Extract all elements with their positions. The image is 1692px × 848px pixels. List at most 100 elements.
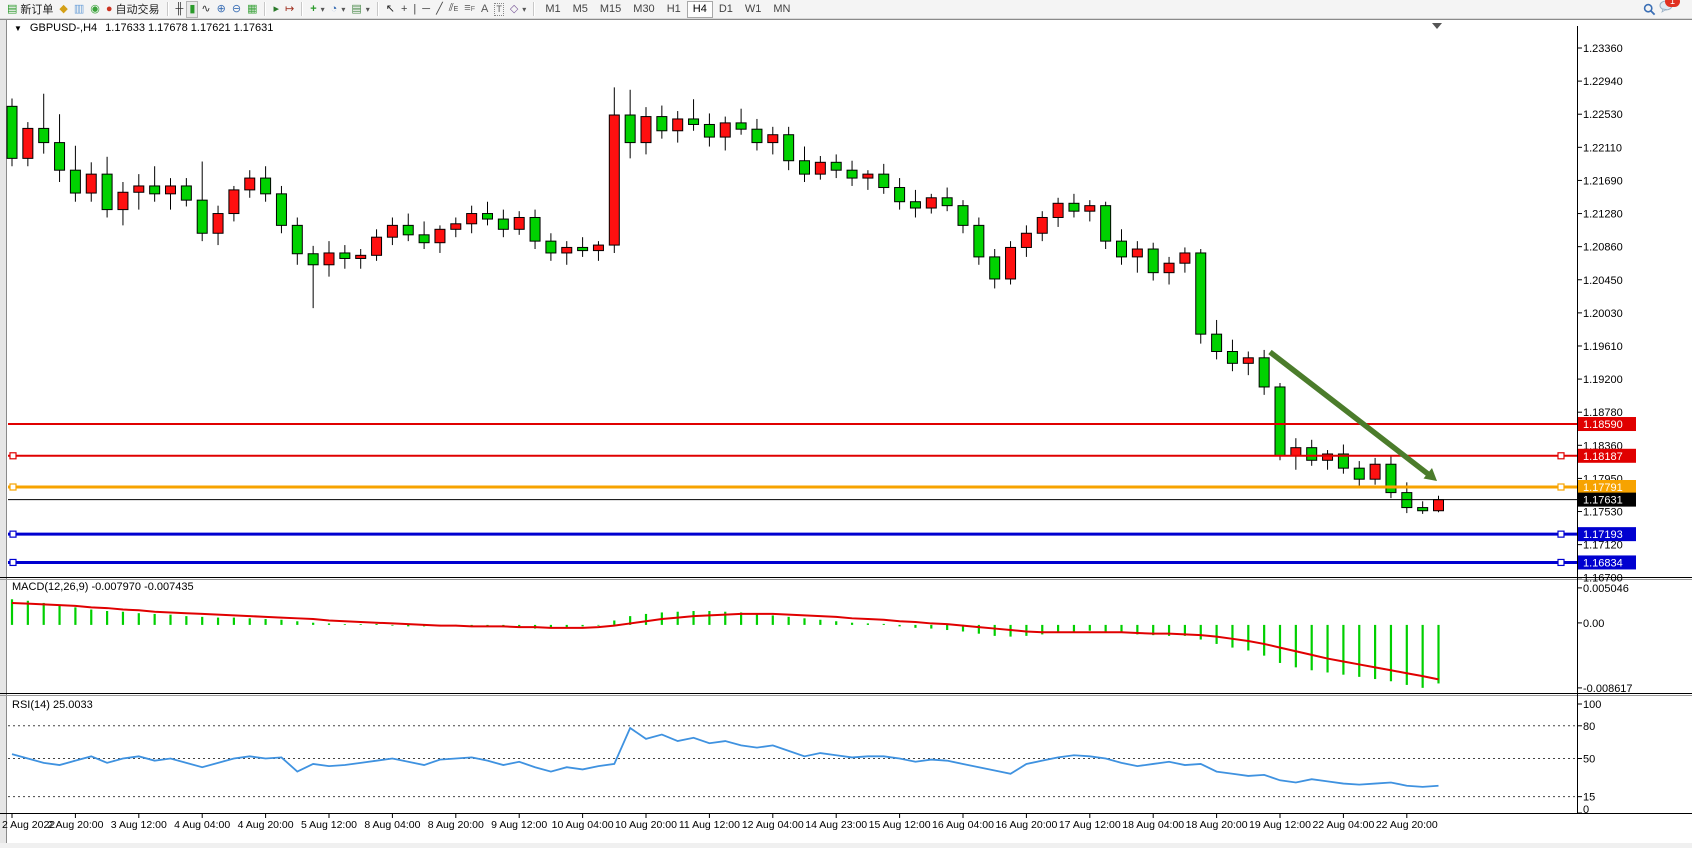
profiles-icon: ◆ <box>59 2 68 15</box>
rsi-label: RSI(14) 25.0033 <box>12 699 93 711</box>
line-handle[interactable] <box>1557 452 1565 460</box>
indicators-button[interactable]: + ▾ <box>307 1 327 18</box>
svg-text:1.22940: 1.22940 <box>1583 76 1623 88</box>
market-watch-button[interactable]: ▥ <box>71 1 87 18</box>
timeframe-m15[interactable]: M15 <box>594 1 627 18</box>
svg-text:2 Aug 20:00: 2 Aug 20:00 <box>47 819 103 831</box>
line-handle[interactable] <box>1557 558 1565 567</box>
fibonacci-button[interactable]: ≡F <box>461 1 478 18</box>
line-handle[interactable] <box>9 452 17 460</box>
chart-canvas[interactable]: 1.23360 1.22940 1.22530 1.22110 1.21690 1.212… <box>0 19 1692 843</box>
chart-shift-button[interactable]: ↦ <box>282 1 297 18</box>
vertical-line-button[interactable]: | <box>410 1 419 18</box>
price-axis[interactable]: 1.23360 1.22940 1.22530 1.22110 1.21690 1.212… <box>1577 43 1636 816</box>
timeframe-d1[interactable]: D1 <box>713 1 739 18</box>
vertical-line-icon: | <box>413 2 417 15</box>
svg-text:0.00: 0.00 <box>1583 618 1604 630</box>
bar-chart-button[interactable]: ╫ <box>173 1 187 18</box>
cursor-icon: ↖ <box>385 2 395 15</box>
panel-separators <box>0 26 1692 814</box>
timeframe-w1[interactable]: W1 <box>739 1 768 18</box>
svg-text:1.17631: 1.17631 <box>1583 495 1623 507</box>
templates-button[interactable]: ▤ ▾ <box>348 1 372 18</box>
dropdown-arrow-icon: ▾ <box>320 4 325 14</box>
candlestick-chart-icon: ▮ <box>189 2 196 15</box>
candlestick-chart-button[interactable]: ▮ <box>186 0 199 18</box>
line-handle[interactable] <box>9 558 17 567</box>
trendline-icon: ╱ <box>436 2 443 15</box>
arrows-icon: ◇ <box>509 2 519 15</box>
timeframe-m5[interactable]: M5 <box>567 1 594 18</box>
timeframe-h4[interactable]: H4 <box>686 0 713 18</box>
svg-text:10 Aug 20:00: 10 Aug 20:00 <box>615 819 677 831</box>
line-handle[interactable] <box>9 483 17 491</box>
horizontal-lines[interactable] <box>8 423 1577 567</box>
svg-text:100: 100 <box>1583 699 1601 711</box>
svg-text:80: 80 <box>1583 721 1595 733</box>
signals-button[interactable]: ◉ <box>87 1 103 18</box>
timeframe-m1[interactable]: M1 <box>539 1 566 18</box>
candles <box>6 87 1444 514</box>
macd-signal-line <box>11 601 1439 681</box>
svg-text:1.21280: 1.21280 <box>1583 209 1623 221</box>
timeframe-mn[interactable]: MN <box>767 1 796 18</box>
equidistant-channel-button[interactable]: ⫽E <box>446 1 462 18</box>
auto-scroll-button[interactable]: ▸ <box>270 1 282 18</box>
market-watch-icon: ▥ <box>73 2 85 15</box>
zoom-out-icon: ⊖ <box>231 2 242 15</box>
collapse-icon[interactable]: ▼ <box>14 23 22 33</box>
new-order-button[interactable]: ▤ 新订单 <box>4 1 56 18</box>
chart-shift-icon: ↦ <box>285 2 295 15</box>
svg-text:1.20860: 1.20860 <box>1583 242 1623 254</box>
text-button[interactable]: A <box>478 1 491 18</box>
autotrading-button[interactable]: ● 自动交易 <box>103 1 163 18</box>
chart-background <box>0 19 1692 843</box>
timeframe-m30[interactable]: M30 <box>627 1 660 18</box>
zoom-out-button[interactable]: ⊖ <box>229 1 244 18</box>
arrows-button[interactable]: ◇ ▾ <box>507 1 529 18</box>
fibonacci-icon: ≡F <box>464 2 475 14</box>
svg-text:1.22530: 1.22530 <box>1583 109 1623 121</box>
svg-text:-0.008617: -0.008617 <box>1583 683 1633 695</box>
line-handle[interactable] <box>9 530 17 538</box>
dropdown-arrow-icon: ▾ <box>522 4 527 14</box>
svg-text:1.17530: 1.17530 <box>1583 507 1623 519</box>
svg-text:1.19610: 1.19610 <box>1583 341 1623 353</box>
equidistant-channel-icon: ⫽E <box>448 2 459 14</box>
line-chart-button[interactable]: ∿ <box>198 1 213 18</box>
svg-text:8 Aug 04:00: 8 Aug 04:00 <box>364 819 420 831</box>
svg-text:1.23360: 1.23360 <box>1583 43 1623 55</box>
new-order-icon: ▤ <box>7 2 18 15</box>
crosshair-button[interactable]: + <box>398 1 410 18</box>
chart-shift-marker[interactable] <box>1432 23 1442 29</box>
macd-label: MACD(12,26,9) -0.007970 -0.007435 <box>12 581 194 593</box>
trendline-button[interactable]: ╱ <box>433 1 446 18</box>
zoom-in-button[interactable]: ⊕ <box>214 1 229 18</box>
zoom-in-icon: ⊕ <box>216 2 226 15</box>
chat-button[interactable]: 1 <box>1659 0 1680 18</box>
svg-text:11 Aug 12:00: 11 Aug 12:00 <box>679 819 740 831</box>
svg-text:1.17120: 1.17120 <box>1583 540 1623 552</box>
svg-text:1.18590: 1.18590 <box>1583 419 1623 431</box>
periods-button[interactable]: ◔ ▾ <box>328 1 349 18</box>
tile-windows-icon: ▦ <box>247 2 258 15</box>
svg-text:1.20030: 1.20030 <box>1583 308 1623 320</box>
svg-text:9 Aug 12:00: 9 Aug 12:00 <box>491 819 547 831</box>
line-handle[interactable] <box>1557 483 1565 491</box>
horizontal-line-button[interactable]: ─ <box>419 1 433 18</box>
trend-arrow[interactable] <box>1268 349 1437 481</box>
svg-text:16 Aug 04:00: 16 Aug 04:00 <box>932 819 994 831</box>
toolbar-separator <box>264 2 267 16</box>
svg-text:22 Aug 20:00: 22 Aug 20:00 <box>1376 819 1438 831</box>
tile-windows-button[interactable]: ▦ <box>244 1 260 18</box>
svg-text:1.20450: 1.20450 <box>1583 275 1623 287</box>
profiles-button[interactable]: ◆ <box>56 1 70 18</box>
dropdown-arrow-icon: ▾ <box>365 4 370 14</box>
text-label-button[interactable]: T <box>491 1 507 18</box>
svg-text:22 Aug 04:00: 22 Aug 04:00 <box>1312 819 1374 831</box>
line-handle[interactable] <box>1557 530 1565 538</box>
search-button[interactable] <box>1640 1 1659 18</box>
timeframe-h1[interactable]: H1 <box>661 1 687 18</box>
cursor-button[interactable]: ↖ <box>383 1 398 18</box>
